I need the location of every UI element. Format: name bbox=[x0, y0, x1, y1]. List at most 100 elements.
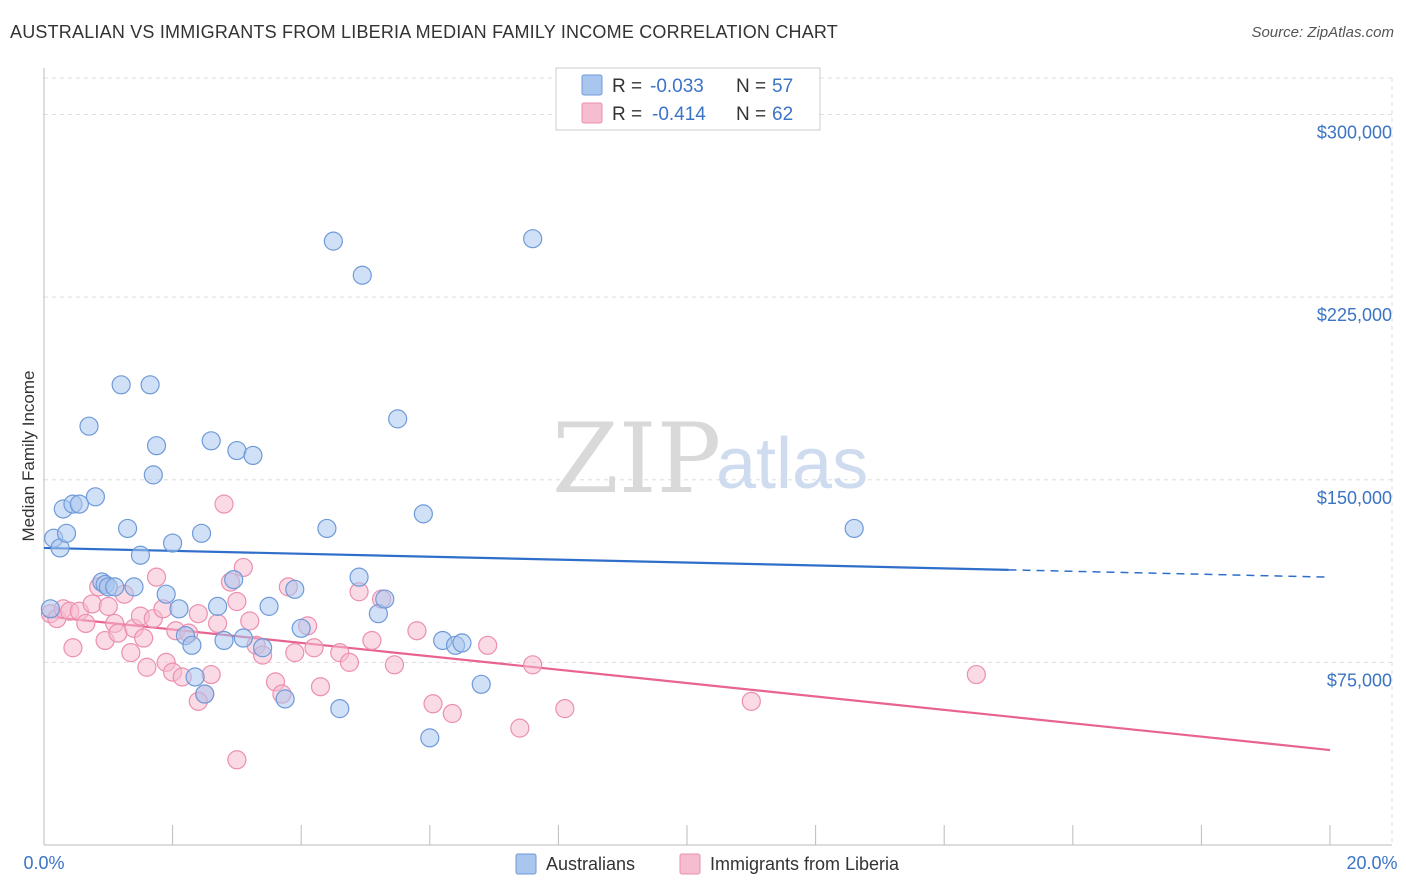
point-liberia-57 bbox=[555, 699, 575, 719]
point-australians-33 bbox=[233, 628, 253, 648]
point-liberia-30 bbox=[208, 613, 228, 634]
point-liberia-17 bbox=[134, 628, 154, 648]
stats-legend: R = -0.033 N = 57 R = -0.414 N = 62 bbox=[555, 67, 821, 131]
point-liberia-50 bbox=[384, 655, 405, 675]
legend-r-label-1: R = bbox=[612, 76, 642, 97]
legend-r-value-2: -0.414 bbox=[652, 104, 706, 125]
point-australians-18 bbox=[143, 465, 163, 485]
point-australians-13 bbox=[111, 375, 131, 395]
x-tick-label-min: 0.0% bbox=[23, 853, 64, 873]
y-tick-label-1: $150,000 bbox=[1317, 488, 1392, 508]
watermark-zip: ZIP bbox=[552, 403, 721, 515]
x-tick-label-max: 20.0% bbox=[1346, 853, 1397, 873]
point-australians-40 bbox=[317, 518, 337, 539]
watermark: ZIP atlas bbox=[552, 403, 868, 515]
series-legend: Australians Immigrants from Liberia bbox=[515, 853, 900, 875]
point-australians-32 bbox=[227, 440, 247, 461]
point-liberia-18 bbox=[137, 657, 157, 677]
point-liberia-43 bbox=[304, 638, 324, 658]
point-australians-34 bbox=[243, 445, 263, 466]
legend-swatch-australians bbox=[581, 74, 603, 96]
bottom-legend-liberia: Immigrants from Liberia bbox=[710, 854, 900, 874]
chart-title: AUSTRALIAN VS IMMIGRANTS FROM LIBERIA ME… bbox=[10, 22, 838, 42]
point-liberia-61 bbox=[227, 750, 247, 770]
point-australians-43 bbox=[349, 567, 369, 587]
point-liberia-44 bbox=[310, 677, 331, 697]
point-australians-41 bbox=[323, 231, 343, 251]
point-liberia-31 bbox=[214, 494, 234, 514]
point-liberia-29 bbox=[201, 664, 221, 685]
point-liberia-53 bbox=[442, 703, 462, 724]
point-australians-21 bbox=[163, 533, 183, 553]
point-australians-35 bbox=[253, 638, 273, 658]
point-australians-46 bbox=[375, 589, 395, 609]
point-australians-26 bbox=[191, 523, 212, 543]
point-australians-52 bbox=[452, 633, 472, 653]
point-australians-29 bbox=[208, 596, 228, 616]
point-liberia-4 bbox=[63, 638, 83, 658]
y-tick-label-2: $225,000 bbox=[1317, 305, 1392, 325]
point-liberia-14 bbox=[121, 643, 141, 663]
source-credit: Source: ZipAtlas.com bbox=[1251, 24, 1394, 41]
point-australians-38 bbox=[285, 579, 305, 599]
point-liberia-33 bbox=[227, 591, 247, 612]
point-australians-53 bbox=[471, 674, 491, 694]
point-liberia-54 bbox=[478, 635, 498, 655]
point-liberia-27 bbox=[188, 604, 208, 624]
trend-line-australians bbox=[43, 546, 1009, 571]
point-liberia-58 bbox=[741, 691, 761, 711]
point-liberia-55 bbox=[510, 718, 530, 738]
point-liberia-35 bbox=[240, 611, 260, 631]
point-liberia-6 bbox=[76, 613, 96, 634]
point-australians-17 bbox=[140, 375, 160, 395]
point-australians-7 bbox=[79, 416, 99, 436]
bottom-legend-swatch-liberia bbox=[679, 853, 701, 875]
point-australians-44 bbox=[352, 265, 372, 285]
legend-r-label-2: R = bbox=[612, 104, 642, 125]
point-australians-37 bbox=[275, 689, 295, 709]
point-australians-36 bbox=[259, 596, 279, 616]
point-australians-24 bbox=[182, 635, 202, 655]
data-points bbox=[40, 229, 986, 770]
point-australians-30 bbox=[214, 630, 234, 651]
legend-n-label-1: N = bbox=[736, 76, 766, 97]
point-australians-25 bbox=[185, 667, 205, 687]
point-liberia-10 bbox=[98, 596, 118, 616]
legend-n-value-1: 57 bbox=[772, 76, 793, 97]
trend-line-australians-projection bbox=[1008, 569, 1331, 578]
point-australians-20 bbox=[156, 584, 176, 604]
point-australians-49 bbox=[420, 728, 440, 748]
point-australians-22 bbox=[169, 599, 189, 619]
point-australians-19 bbox=[146, 436, 167, 456]
point-australians-0 bbox=[40, 599, 61, 619]
y-axis-label: Median Family Income bbox=[19, 370, 38, 541]
point-liberia-51 bbox=[407, 621, 427, 641]
point-australians-15 bbox=[124, 577, 144, 597]
point-liberia-41 bbox=[285, 643, 305, 663]
y-tick-label-0: $75,000 bbox=[1327, 670, 1392, 690]
point-australians-4 bbox=[56, 523, 77, 543]
legend-n-label-2: N = bbox=[736, 104, 766, 125]
point-australians-16 bbox=[130, 545, 151, 565]
y-tick-label-3: $300,000 bbox=[1317, 123, 1392, 143]
point-liberia-20 bbox=[146, 567, 167, 587]
legend-r-value-1: -0.033 bbox=[650, 76, 704, 97]
point-australians-55 bbox=[844, 518, 864, 539]
y-tick-labels: $75,000 $150,000 $225,000 $300,000 bbox=[1317, 123, 1392, 691]
point-australians-6 bbox=[69, 494, 89, 514]
point-liberia-48 bbox=[362, 630, 382, 651]
point-liberia-12 bbox=[108, 623, 128, 643]
point-australians-54 bbox=[523, 229, 543, 249]
bottom-legend-australians: Australians bbox=[546, 854, 635, 874]
point-australians-14 bbox=[117, 518, 138, 539]
point-liberia-46 bbox=[339, 652, 360, 672]
point-liberia-52 bbox=[423, 694, 443, 714]
axes bbox=[43, 68, 1392, 846]
point-liberia-56 bbox=[523, 655, 543, 675]
point-australians-47 bbox=[388, 409, 408, 429]
point-australians-28 bbox=[201, 431, 221, 451]
bottom-legend-swatch-australians bbox=[515, 853, 537, 875]
point-australians-27 bbox=[195, 684, 215, 704]
legend-n-value-2: 62 bbox=[772, 104, 793, 125]
